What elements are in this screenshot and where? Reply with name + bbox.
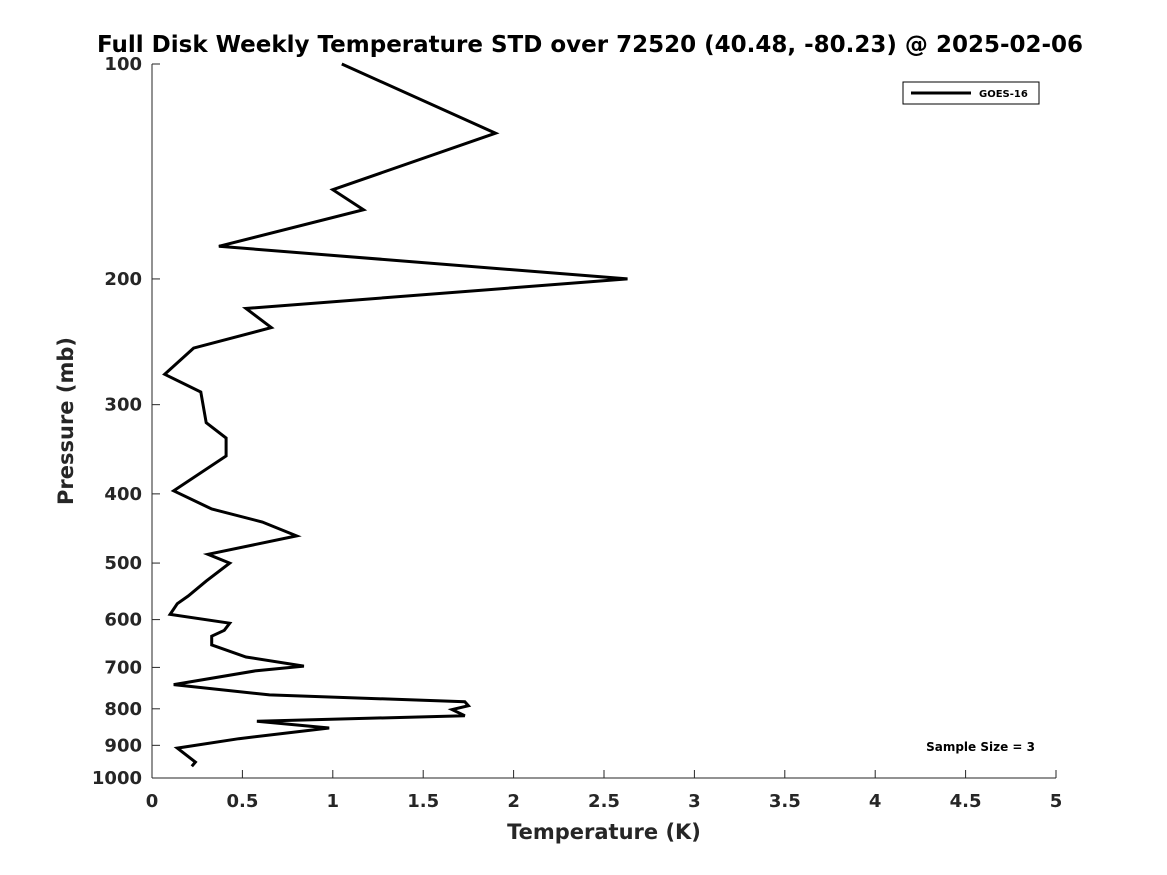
x-tick-label: 0.5: [226, 791, 258, 812]
x-tick-label: 4: [869, 791, 882, 812]
y-axis-ticks: 100 200 300 400 500 600 700 800 900 1000: [92, 54, 160, 789]
y-tick-label: 200: [104, 269, 142, 290]
x-axis-ticks: 0 0.5 1 1.5 2 2.5 3 3.5 4 4.5 5: [146, 770, 1063, 812]
y-tick-label: 300: [104, 395, 142, 416]
legend-label-goes-16: GOES-16: [979, 89, 1028, 100]
y-tick-label: 800: [104, 699, 142, 720]
x-tick-label: 1.5: [407, 791, 439, 812]
x-tick-label: 2.5: [588, 791, 620, 812]
y-tick-label: 700: [104, 657, 142, 678]
y-tick-label: 100: [104, 54, 142, 75]
x-axis-label: Temperature (K): [507, 820, 701, 844]
series-line-goes-16: [162, 62, 628, 768]
x-tick-label: 3: [688, 791, 701, 812]
plot-frame: [151, 64, 1056, 779]
x-tick-label: 3.5: [769, 791, 801, 812]
y-tick-label: 500: [104, 553, 142, 574]
x-tick-label: 2: [507, 791, 520, 812]
legend: GOES-16: [902, 81, 1040, 105]
x-tick-label: 5: [1050, 791, 1063, 812]
y-tick-label: 1000: [92, 768, 142, 789]
series-layer: [162, 62, 628, 768]
chart-title: Full Disk Weekly Temperature STD over 72…: [97, 32, 1083, 58]
x-tick-label: 1: [327, 791, 340, 812]
y-tick-label: 400: [104, 484, 142, 505]
y-tick-label: 900: [104, 735, 142, 756]
x-tick-label: 4.5: [950, 791, 982, 812]
y-axis-label: Pressure (mb): [54, 337, 78, 505]
x-tick-label: 0: [146, 791, 159, 812]
sample-size-annotation: Sample Size = 3: [926, 740, 1035, 754]
y-tick-label: 600: [104, 610, 142, 631]
